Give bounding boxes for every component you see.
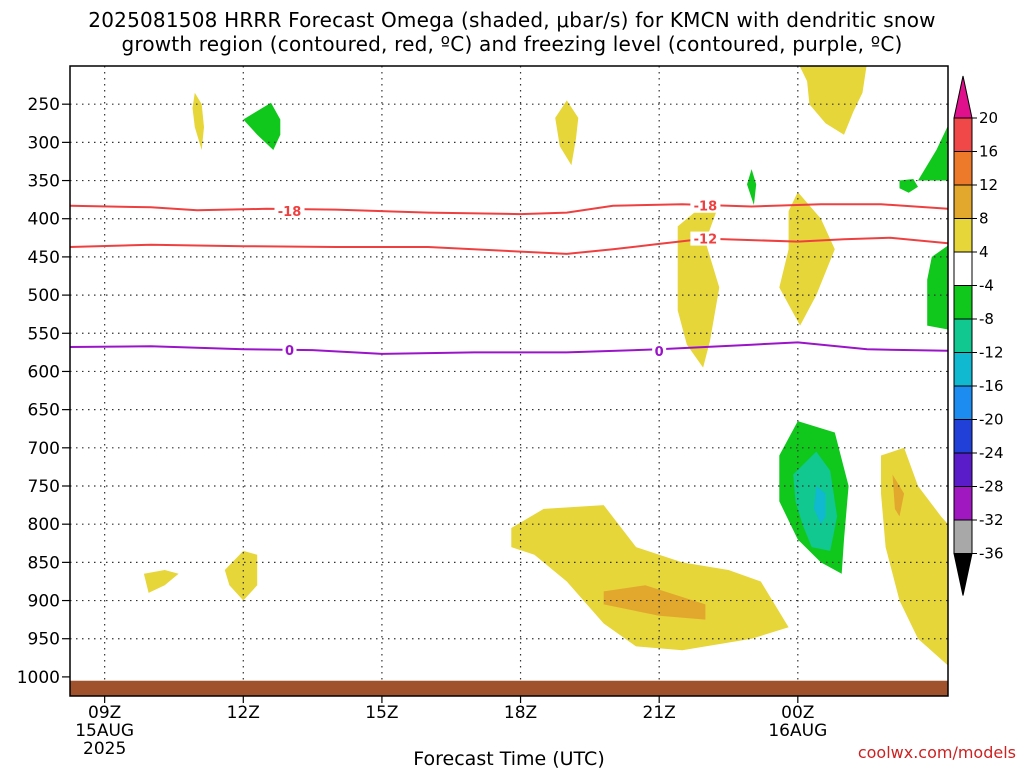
y-tick-label-350: 350 — [28, 172, 60, 192]
omega-region-11 — [224, 550, 258, 601]
contour-label-1-0: -12 — [694, 233, 718, 248]
colorbar-label-1: 16 — [979, 143, 998, 161]
colorbar-bin-3 — [953, 218, 973, 253]
omega-region-4 — [918, 125, 948, 181]
colorbar-bin-10 — [953, 452, 973, 487]
colorbar-bin-11 — [953, 486, 973, 521]
omega-region-6 — [747, 169, 757, 205]
colorbar-label-8: -16 — [979, 377, 1004, 395]
contour-line-0 — [70, 203, 948, 216]
omega-region-8 — [779, 192, 835, 326]
contour-label-0-1: -18 — [694, 200, 718, 215]
colorbar-label-10: -24 — [979, 444, 1004, 462]
y-tick-label-800: 800 — [28, 515, 60, 535]
colorbar-label-5: -4 — [979, 277, 994, 295]
credit-text: coolwx.com/models — [858, 743, 1016, 762]
colorbar-bin-5 — [953, 285, 973, 320]
colorbar-label-12: -32 — [979, 511, 1004, 529]
shaded-omega-regions — [143, 66, 948, 666]
contour-label-bg-2-1 — [652, 343, 667, 358]
omega-region-13 — [603, 585, 706, 620]
colorbar-label-6: -8 — [979, 310, 994, 328]
y-tick-label-850: 850 — [28, 553, 60, 573]
omega-region-0 — [192, 92, 204, 150]
y-tick-label-500: 500 — [28, 286, 60, 306]
colorbar-label-13: -36 — [979, 545, 1004, 563]
y-tick-label-250: 250 — [28, 95, 60, 115]
y-tick-label-650: 650 — [28, 401, 60, 421]
colorbar-bin-8 — [953, 385, 973, 420]
colorbar-bin-12 — [953, 519, 973, 554]
x-tick-label-0: 09Z — [88, 703, 121, 723]
colorbar-bin-9 — [953, 419, 973, 454]
y-tick-label-450: 450 — [28, 248, 60, 268]
colorbar-label-9: -20 — [979, 411, 1004, 429]
colorbar-label-11: -28 — [979, 478, 1004, 496]
colorbar-bin-1 — [953, 151, 973, 186]
colorbar-under-triangle — [953, 553, 973, 596]
omega-region-5 — [899, 179, 918, 193]
omega-region-1 — [243, 102, 281, 150]
contour-label-0-0: -18 — [278, 205, 302, 220]
chart-title-line-1: 2025081508 HRRR Forecast Omega (shaded, … — [88, 8, 936, 32]
y-tick-label-900: 900 — [28, 592, 60, 612]
colorbar-label-3: 8 — [979, 210, 989, 228]
contour-label-2-1: 0 — [655, 345, 664, 360]
x-tick-date-15: 16AUG — [768, 721, 827, 741]
colorbar-label-4: 4 — [979, 243, 989, 261]
ground-layer — [70, 680, 948, 696]
y-tick-label-400: 400 — [28, 210, 60, 230]
colorbar-bin-6 — [953, 318, 973, 353]
x-tick-label-9: 18Z — [504, 703, 537, 723]
omega-region-16 — [814, 486, 826, 525]
y-tick-label-700: 700 — [28, 439, 60, 459]
y-tick-label-300: 300 — [28, 133, 60, 153]
x-tick-date-0: 15AUG — [75, 721, 134, 741]
contour-label-2-0: 0 — [285, 344, 294, 359]
contour-label-bg-2-0 — [282, 343, 297, 358]
colorbar-label-0: 20 — [979, 109, 998, 127]
colorbar: 20 16 12 8 4 -4 -8 -12 -16 -20 -24 -28 -32 -36 — [953, 75, 1004, 596]
omega-region-17 — [881, 447, 948, 666]
colorbar-bin-7 — [953, 352, 973, 387]
contour-label-bg-0-1 — [690, 198, 721, 213]
plot-frame — [69, 65, 949, 697]
colorbar-bin-4 — [953, 251, 973, 286]
contour-line-1 — [70, 236, 948, 255]
y-tick-label-1000: 1000 — [17, 668, 60, 688]
y-tick-label-550: 550 — [28, 324, 60, 344]
contour-line-2 — [70, 341, 948, 355]
omega-region-12 — [511, 505, 789, 651]
y-tick-label-750: 750 — [28, 477, 60, 497]
x-tick-label-3: 12Z — [227, 703, 260, 723]
x-tick-year-0: 2025 — [83, 739, 126, 759]
y-tick-label-950: 950 — [28, 630, 60, 650]
colorbar-label-2: 12 — [979, 176, 998, 194]
colorbar-bin-0 — [953, 117, 973, 152]
omega-region-9 — [927, 245, 948, 330]
contour-lines: -18 -18 -12 0 0 — [70, 198, 948, 360]
omega-region-3 — [799, 66, 867, 135]
x-axis-label: Forecast Time (UTC) — [413, 748, 604, 768]
y-tick-label-600: 600 — [28, 362, 60, 382]
y-axis-ticks: 250 300 350 400 450 500 550 600 650 700 750 800 850 9… — [17, 95, 70, 688]
chart-title-line-2: growth region (contoured, red, ºC) and f… — [121, 32, 903, 56]
ground-bar — [70, 680, 948, 696]
colorbar-over-triangle — [953, 75, 973, 119]
x-tick-label-6: 15Z — [365, 703, 398, 723]
omega-region-2 — [555, 100, 579, 166]
contour-label-bg-1-0 — [690, 231, 721, 246]
grid-lines — [70, 66, 948, 681]
contour-label-bg-0-0 — [274, 204, 305, 219]
x-tick-label-12: 21Z — [643, 703, 676, 723]
x-tick-label-15: 00Z — [781, 703, 814, 723]
colorbar-bin-2 — [953, 184, 973, 219]
omega-region-7 — [677, 203, 720, 368]
colorbar-label-7: -12 — [979, 344, 1004, 362]
omega-region-18 — [892, 474, 905, 517]
omega-region-10 — [143, 570, 179, 593]
